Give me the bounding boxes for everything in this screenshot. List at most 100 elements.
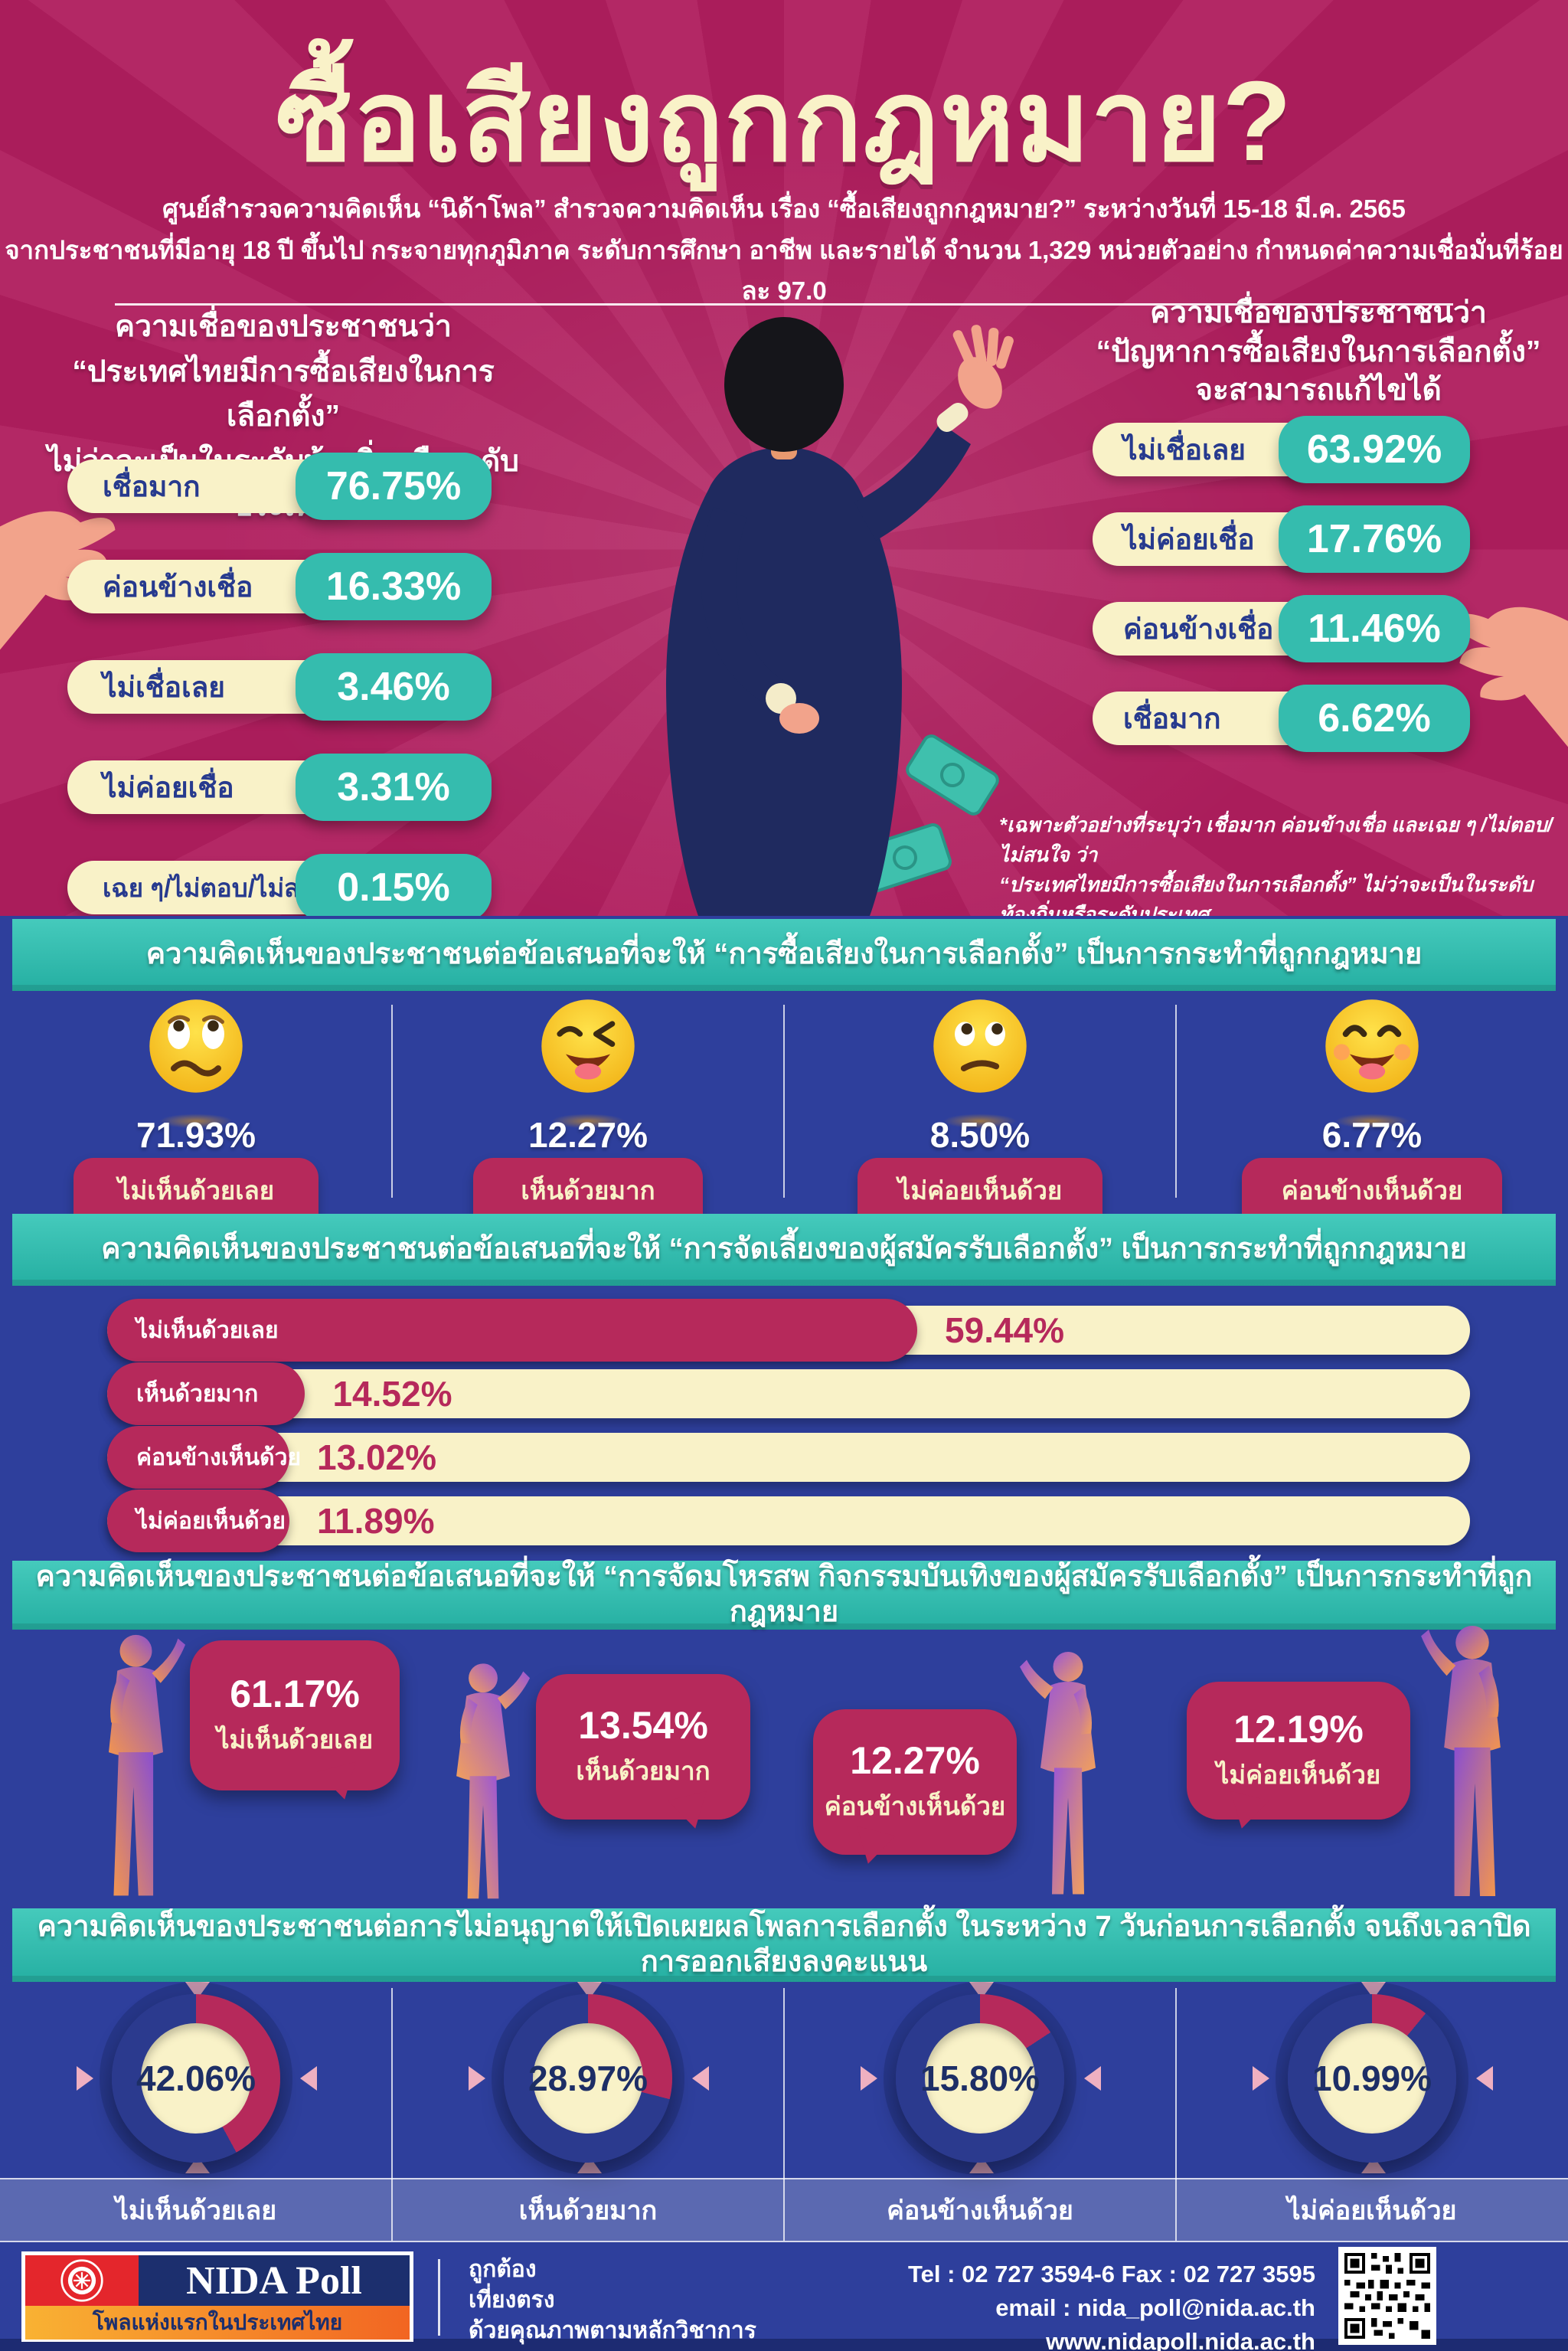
- donut-label: เห็นด้วยมาก: [518, 2196, 658, 2225]
- column-divider: [391, 1005, 393, 1198]
- bar-value: 17.76%: [1279, 505, 1470, 573]
- bottom-strip: [0, 2339, 1568, 2351]
- face-shadow: [934, 1112, 1026, 1130]
- pictogram-label: ค่อนข้างเห็นด้วย: [1242, 1158, 1502, 1219]
- bar-value: 3.31%: [296, 754, 492, 821]
- bar-value: 14.52%: [332, 1374, 452, 1414]
- right-chart-title-line: จะสามารถแก้ไขได้: [1195, 374, 1442, 407]
- winking-tongue-face-icon: [541, 999, 635, 1093]
- slogan-line: เที่ยงตรง: [469, 2287, 555, 2313]
- person-illustration: [1421, 1626, 1501, 1896]
- donut-value: 10.99%: [1312, 2023, 1432, 2134]
- pointer-triangle: [469, 2066, 485, 2091]
- slogan-line: ถูกต้อง: [469, 2257, 537, 2282]
- qr-code: [1338, 2247, 1436, 2345]
- footer-divider: [438, 2259, 440, 2336]
- right-hand-illustration: [1452, 607, 1568, 754]
- pictogram-value: 6.77%: [1321, 1115, 1423, 1155]
- bar-value: 63.92%: [1279, 416, 1470, 483]
- speech-bubble: 61.17% ไม่เห็นด้วยเลย: [190, 1640, 400, 1790]
- bar-value: 16.33%: [296, 553, 492, 620]
- face-shadow: [1326, 1112, 1418, 1130]
- man-hiding-money-illustration: [666, 317, 1014, 916]
- bubble-value: 13.54%: [578, 1703, 708, 1747]
- donut-label: ค่อนข้างเห็นด้วย: [887, 2196, 1073, 2225]
- banner-poll-disclosure-ban: ความคิดเห็นของประชาชนต่อการไม่อนุญาตให้เ…: [12, 1908, 1556, 1982]
- footnote-line: *เฉพาะตัวอย่างที่ระบุว่า เชื่อมาก ค่อนข้…: [999, 813, 1553, 866]
- weary-face-icon: [149, 999, 243, 1093]
- column-divider: [783, 1988, 785, 2241]
- laughing-tongue-face-icon: [1325, 999, 1419, 1093]
- bar-value: 59.44%: [945, 1310, 1065, 1350]
- bubble-label: ไม่เห็นด้วยเลย: [216, 1725, 374, 1754]
- donut-chart: 42.06%: [112, 1994, 280, 2163]
- speech-bubble: 13.54% เห็นด้วยมาก: [536, 1674, 750, 1820]
- bubble-value: 12.19%: [1233, 1707, 1364, 1751]
- back-arm: [701, 507, 787, 709]
- contact-website: www.nidapoll.nida.ac.th: [1046, 2328, 1315, 2351]
- bar-value: 13.02%: [317, 1437, 437, 1477]
- pointer-triangle: [300, 2066, 317, 2091]
- face-shadow: [542, 1112, 634, 1130]
- donut-label: ไม่เห็นด้วยเลย: [115, 2196, 277, 2225]
- bar-value: 6.62%: [1279, 685, 1470, 752]
- pictogram-label: เห็นด้วยมาก: [473, 1158, 703, 1219]
- right-chart-title-line: “ปัญหาการซื้อเสียงในการเลือกตั้ง”: [1096, 335, 1541, 368]
- hand-holding-money: [779, 703, 819, 734]
- left-chart-title-line: “ประเทศไทยมีการซื้อเสียงในการเลือกตั้ง”: [72, 355, 495, 433]
- contact-email: email : nida_poll@nida.ac.th: [995, 2294, 1315, 2322]
- bar-value: 3.46%: [296, 653, 492, 721]
- pointer-triangle: [861, 2066, 877, 2091]
- pointer-triangle: [1084, 2066, 1101, 2091]
- bar-row: ไม่ค่อยเห็นด้วย 11.89%: [107, 1489, 1470, 1552]
- right-chart-title: ความเชื่อของประชาชนว่า “ปัญหาการซื้อเสีย…: [1081, 294, 1556, 410]
- bubble-label: ไม่ค่อยเห็นด้วย: [1216, 1760, 1381, 1789]
- right-chart-title-line: ความเชื่อของประชาชนว่า: [1150, 296, 1487, 329]
- banner-text: ความคิดเห็นของประชาชนต่อข้อเสนอที่จะให้ …: [101, 1233, 1467, 1266]
- bar-fill: ไม่เห็นด้วยเลย: [107, 1299, 918, 1362]
- pointer-triangle: [1253, 2066, 1269, 2091]
- banner-text: ความคิดเห็นของประชาชนต่อข้อเสนอที่จะให้ …: [145, 938, 1423, 971]
- person-illustration: [109, 1634, 186, 1896]
- head: [724, 317, 844, 452]
- face-shadow: [150, 1112, 242, 1130]
- donut-value: 42.06%: [136, 2023, 256, 2134]
- bubble-value: 61.17%: [230, 1672, 360, 1715]
- donut-chart: 10.99%: [1288, 1994, 1456, 2163]
- poster-title: ซื้อเสียงถูกกฎหมาย?: [276, 58, 1292, 185]
- left-chart-title-line: ความเชื่อของประชาชนว่า: [115, 310, 452, 343]
- bar-value: 11.89%: [317, 1501, 435, 1541]
- column-divider: [1175, 1005, 1177, 1198]
- open-hand: [952, 325, 1014, 409]
- donut-label-band: ไม่เห็นด้วยเลย เห็นด้วยมาก ค่อนข้างเห็นด…: [0, 2178, 1568, 2242]
- person-illustration: [456, 1663, 531, 1899]
- banner-entertainment-legal: ความคิดเห็นของประชาชนต่อข้อเสนอที่จะให้ …: [12, 1561, 1556, 1630]
- subtitle-line-1: ศูนย์สำรวจความคิดเห็น “นิด้าโพล” สำรวจคว…: [162, 195, 1406, 223]
- subtitle-line-2: จากประชาชนที่มีอายุ 18 ปี ขึ้นไป กระจายท…: [5, 236, 1563, 305]
- pictogram-value: 71.93%: [136, 1115, 256, 1155]
- pictogram-label: ไม่ค่อยเห็นด้วย: [858, 1158, 1102, 1219]
- bubble-label: เห็นด้วยมาก: [576, 1756, 710, 1785]
- logo-tagline: โพลแห่งแรกในประเทศไทย: [25, 2306, 410, 2340]
- column-divider: [1175, 1988, 1177, 2241]
- bar-row: ค่อนข้างเห็นด้วย 13.02%: [107, 1426, 1470, 1489]
- bubble-label: ค่อนข้างเห็นด้วย: [824, 1791, 1006, 1820]
- pointer-triangle: [692, 2066, 709, 2091]
- divider: [115, 303, 1453, 306]
- left-hand-illustration: [0, 511, 116, 650]
- speech-bubble: 12.19% ไม่ค่อยเห็นด้วย: [1187, 1682, 1410, 1820]
- bar-fill: ค่อนข้างเห็นด้วย: [107, 1426, 301, 1489]
- pictogram-label: ไม่เห็นด้วยเลย: [74, 1158, 318, 1219]
- banner-feast-legal: ความคิดเห็นของประชาชนต่อข้อเสนอที่จะให้ …: [12, 1214, 1556, 1286]
- footer-slogan: ถูกต้อง เที่ยงตรง ด้วยคุณภาพตามหลักวิชาก…: [469, 2255, 756, 2346]
- bar-value: 76.75%: [296, 453, 492, 520]
- contact-phone: Tel : 02 727 3594-6 Fax : 02 727 3595: [908, 2261, 1315, 2287]
- banner-text: ความคิดเห็นของประชาชนต่อข้อเสนอที่จะให้ …: [35, 1561, 1533, 1628]
- bar-row: ไม่เห็นด้วยเลย 59.44%: [107, 1299, 1470, 1362]
- pictogram-value: 8.50%: [929, 1115, 1031, 1155]
- shirt-cuff: [936, 403, 969, 432]
- nida-emblem: [25, 2255, 139, 2306]
- person-illustration: [1020, 1652, 1096, 1895]
- column-divider: [783, 1005, 785, 1198]
